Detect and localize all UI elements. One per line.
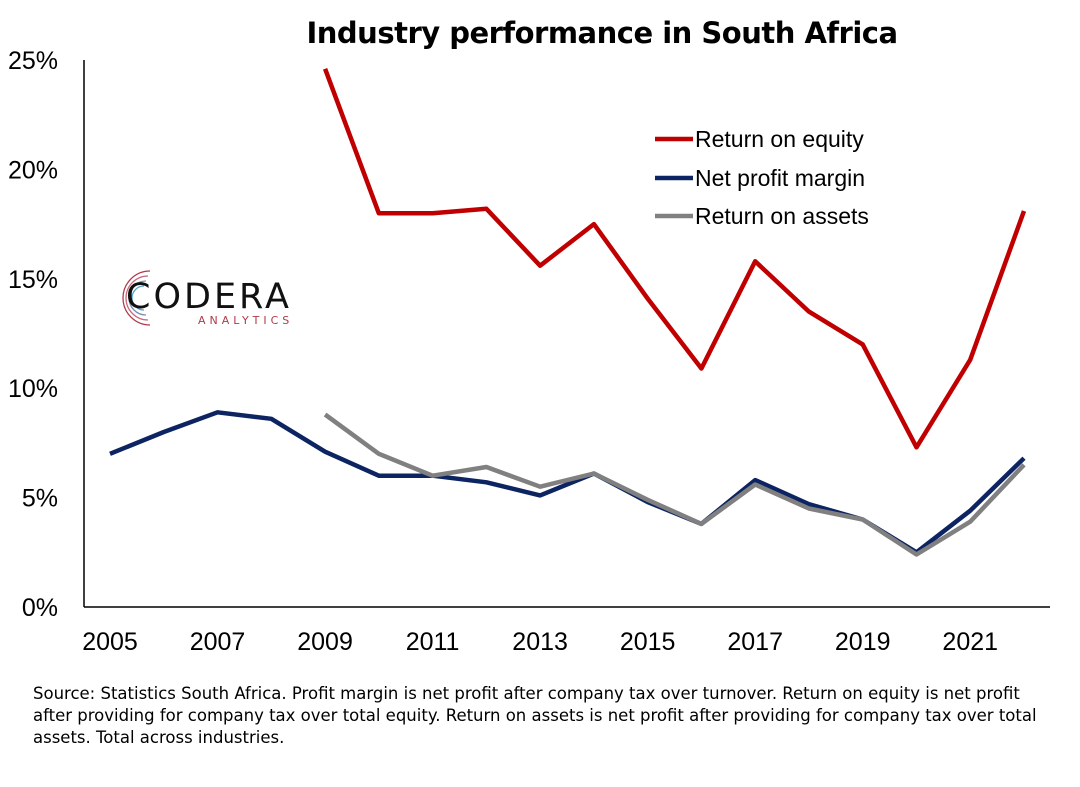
x-tick-label: 2005 xyxy=(82,628,138,656)
x-tick-label: 2017 xyxy=(727,628,783,656)
axes: 0% 5% 10% 15% 20% 25% 2005 2007 2009 2011 2013 2015… xyxy=(8,47,1050,656)
logo-mark-icon xyxy=(122,270,151,326)
chart-title: Industry performance in South Africa xyxy=(306,16,898,50)
legend: Return on equity Net profit margin Return … xyxy=(655,126,869,229)
y-tick-label: 25% xyxy=(8,47,58,75)
series-line-return-on-assets xyxy=(323,412,1026,557)
series-line-return-on-equity xyxy=(322,68,1027,450)
y-tick-label: 5% xyxy=(22,485,58,513)
x-tick-label: 2021 xyxy=(942,628,998,656)
x-tick-label: 2019 xyxy=(835,628,891,656)
x-tick-label: 2013 xyxy=(512,628,568,656)
y-tick-label: 0% xyxy=(22,594,58,622)
x-tick-label: 2007 xyxy=(190,628,246,656)
x-tick-label: 2009 xyxy=(297,628,353,656)
y-tick-label: 20% xyxy=(8,156,58,184)
y-tick-label: 10% xyxy=(8,375,58,403)
logo-wordmark: CODERA xyxy=(126,277,292,317)
source-note: Source: Statistics South Africa. Profit … xyxy=(33,684,1037,747)
legend-label: Return on assets xyxy=(695,203,869,229)
line-chart: 0% 5% 10% 15% 20% 25% 2005 2007 2009 2011 2013 2015… xyxy=(8,47,1050,656)
series-layer xyxy=(109,68,1027,557)
legend-label: Net profit margin xyxy=(695,165,865,191)
x-tick-label: 2011 xyxy=(406,628,460,656)
logo-subtitle: ANALYTICS xyxy=(198,314,294,327)
codera-analytics-logo: CODERA ANALYTICS xyxy=(106,263,316,333)
y-tick-label: 15% xyxy=(8,266,58,294)
legend-label: Return on equity xyxy=(695,126,864,152)
x-tick-label: 2015 xyxy=(620,628,676,656)
